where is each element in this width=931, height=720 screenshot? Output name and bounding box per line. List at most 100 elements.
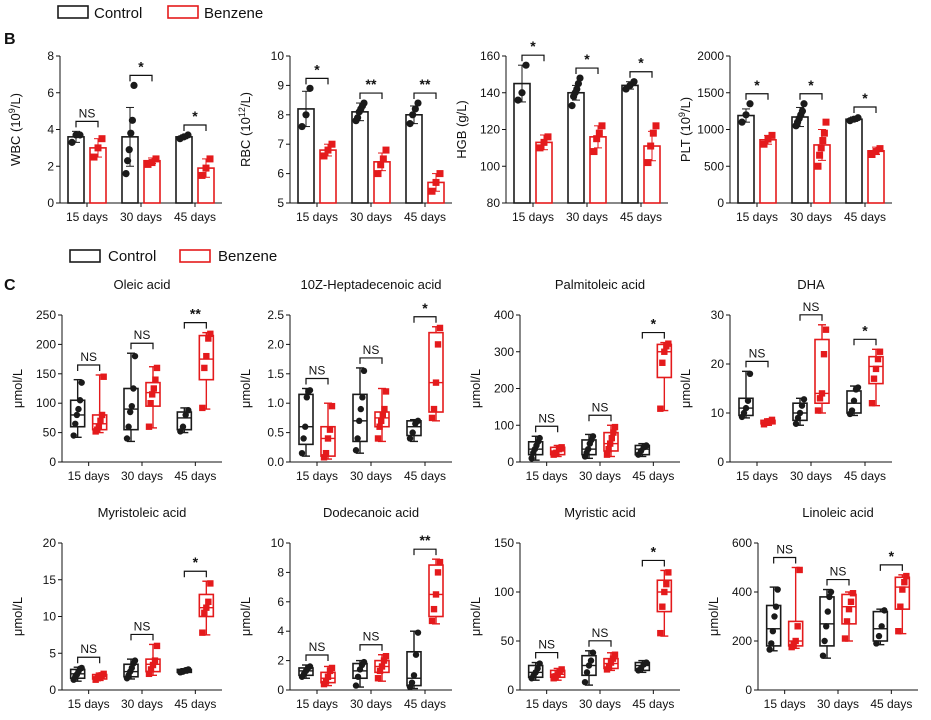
bar bbox=[175, 136, 193, 204]
significance-label: * bbox=[889, 548, 895, 564]
bar bbox=[351, 111, 369, 204]
data-point bbox=[376, 423, 383, 430]
box bbox=[765, 604, 782, 647]
y-tick-label: 10 bbox=[271, 49, 285, 63]
data-point bbox=[899, 586, 906, 593]
data-point bbox=[185, 407, 192, 414]
data-point bbox=[207, 330, 214, 338]
x-tick-label: 15 days bbox=[512, 210, 554, 224]
y-tick-label: 400 bbox=[494, 308, 514, 322]
data-point bbox=[179, 423, 187, 430]
chart-title: Dodecanoic acid bbox=[323, 505, 419, 520]
data-point bbox=[360, 99, 368, 107]
significance-label: NS bbox=[592, 400, 609, 414]
data-point bbox=[876, 145, 884, 153]
data-point bbox=[764, 135, 772, 143]
y-tick-label: 150 bbox=[494, 536, 514, 550]
y-tick-label: 100 bbox=[480, 159, 500, 173]
x-tick-label: 15 days bbox=[68, 697, 110, 711]
data-point bbox=[320, 152, 328, 160]
data-point bbox=[875, 632, 883, 640]
chart-title: DHA bbox=[797, 277, 825, 292]
significance-bracket bbox=[75, 120, 99, 128]
y-tick-label: 2.5 bbox=[267, 308, 284, 322]
significance-label: NS bbox=[80, 350, 97, 364]
significance-label: NS bbox=[776, 543, 793, 557]
data-point bbox=[536, 660, 543, 667]
y-tick-label: 6 bbox=[277, 167, 284, 181]
data-point bbox=[841, 635, 849, 642]
data-point bbox=[647, 142, 655, 150]
y-tick-label: 100 bbox=[494, 585, 514, 599]
data-point bbox=[198, 171, 206, 179]
data-point bbox=[878, 623, 885, 630]
significance-label: NS bbox=[363, 343, 380, 357]
data-point bbox=[605, 445, 612, 453]
y-tick-label: 0 bbox=[507, 683, 514, 697]
data-point bbox=[768, 640, 775, 647]
data-point bbox=[206, 155, 214, 163]
chart-11: Linoleic acid 0 200 400 600 μmol/L 15 days 30 d… bbox=[706, 505, 918, 711]
data-point bbox=[434, 569, 442, 576]
y-tick-label: 0 bbox=[507, 455, 514, 469]
legend-benzene-swatch bbox=[167, 5, 199, 19]
significance-label: * bbox=[862, 322, 868, 338]
significance-bracket bbox=[413, 548, 437, 556]
x-tick-label: 30 days bbox=[566, 210, 608, 224]
data-point bbox=[436, 170, 444, 178]
data-point bbox=[796, 409, 804, 417]
data-point bbox=[434, 341, 442, 348]
data-point bbox=[874, 355, 882, 363]
data-point bbox=[590, 148, 598, 156]
data-point bbox=[772, 603, 780, 610]
data-point bbox=[665, 340, 672, 347]
box bbox=[352, 393, 368, 443]
data-point bbox=[814, 407, 822, 414]
data-point bbox=[816, 395, 824, 402]
significance-label: * bbox=[192, 108, 198, 124]
data-point bbox=[125, 423, 132, 430]
data-point bbox=[657, 629, 664, 637]
data-point bbox=[149, 391, 156, 398]
data-point bbox=[843, 618, 851, 625]
data-point bbox=[800, 396, 808, 403]
data-point bbox=[354, 435, 361, 442]
x-tick-label: 30 days bbox=[790, 210, 832, 224]
data-point bbox=[76, 397, 84, 404]
y-tick-label: 0.0 bbox=[267, 455, 284, 469]
x-tick-label: 30 days bbox=[790, 469, 832, 483]
chart-7: DHA 0 10 20 30 μmol/L 15 days 30 days 45 days NS N… bbox=[678, 277, 892, 483]
data-point bbox=[354, 114, 362, 122]
data-point bbox=[643, 659, 650, 666]
significance-bracket bbox=[853, 106, 877, 114]
data-point bbox=[381, 405, 388, 413]
data-point bbox=[652, 122, 660, 130]
y-tick-label: 100 bbox=[36, 396, 56, 410]
legend-benzene-label: Benzene bbox=[204, 5, 263, 22]
data-point bbox=[414, 629, 422, 636]
data-point bbox=[848, 407, 856, 414]
y-tick-label: 0 bbox=[49, 455, 56, 469]
x-tick-label: 15 days bbox=[296, 469, 338, 483]
data-point bbox=[589, 433, 597, 440]
data-point bbox=[131, 657, 139, 664]
box bbox=[406, 650, 422, 687]
y-tick-label: 10 bbox=[43, 610, 57, 624]
y-axis-label: HGB (g/L) bbox=[454, 100, 469, 159]
data-point bbox=[854, 114, 862, 122]
data-point bbox=[771, 613, 778, 620]
significance-bracket bbox=[575, 67, 599, 75]
x-tick-label: 45 days bbox=[174, 210, 216, 224]
data-point bbox=[518, 89, 526, 97]
significance-bracket bbox=[799, 314, 823, 321]
data-point bbox=[872, 148, 880, 156]
data-point bbox=[792, 420, 800, 427]
data-point bbox=[794, 623, 801, 630]
data-point bbox=[568, 102, 576, 110]
data-point bbox=[849, 590, 857, 597]
significance-label: * bbox=[530, 38, 536, 54]
bar bbox=[621, 84, 639, 204]
data-point bbox=[382, 146, 390, 154]
y-axis-label: μmol/L bbox=[10, 597, 25, 636]
